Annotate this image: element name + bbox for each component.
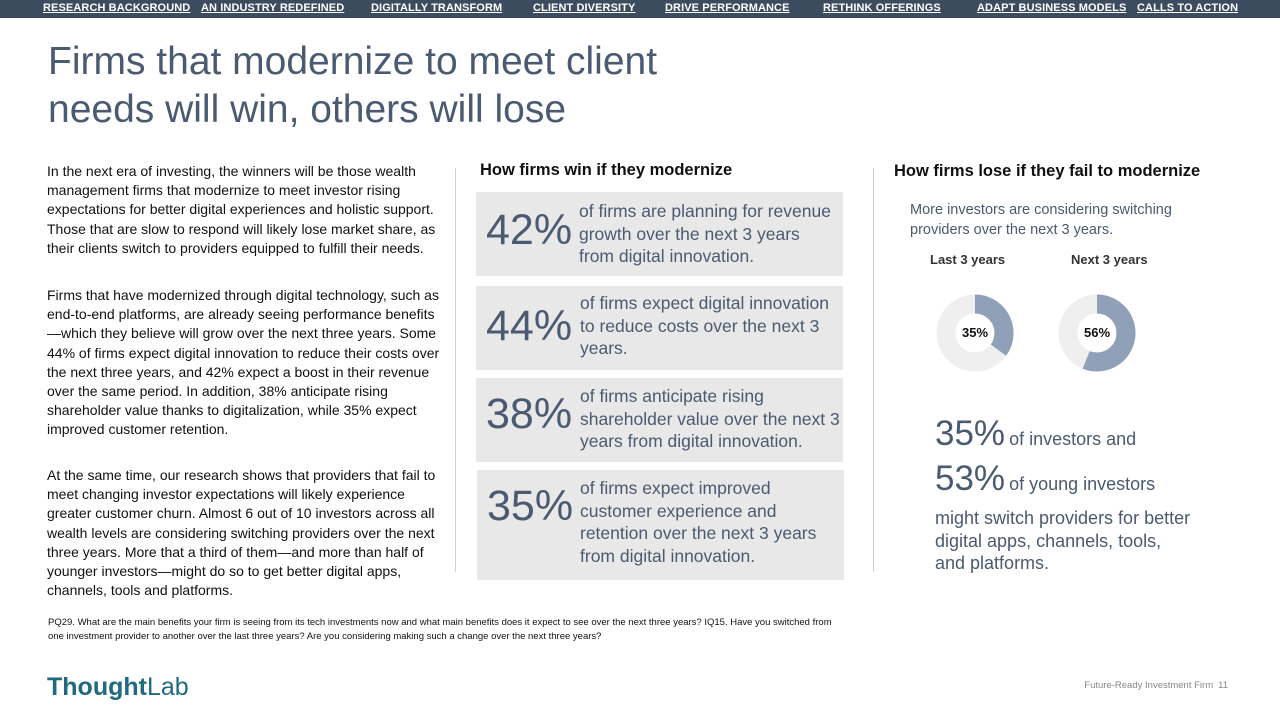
column-divider-left: [455, 168, 456, 572]
lose-heading: How firms lose if they fail to modernize: [894, 162, 1201, 180]
young-investors-stat-text: of young investors: [1009, 474, 1156, 494]
donut-chart: [1058, 294, 1136, 372]
page-footer: Future-Ready Investment Firm 11: [1084, 680, 1228, 691]
stat-value: 44%: [486, 302, 573, 350]
donut-arc-56: [1058, 294, 1136, 372]
body-paragraph-2: Firms that have modernized through digit…: [47, 287, 440, 438]
switch-reason-text: might switch providers for better digita…: [935, 508, 1191, 574]
logo-part-lab: Lab: [146, 673, 189, 701]
nav-adapt-business-models[interactable]: ADAPT BUSINESS MODELS: [977, 2, 1127, 14]
stat-box-shareholder: 38% of firms anticipate rising sharehold…: [476, 378, 843, 462]
top-navigation: RESEARCH BACKGROUND AN INDUSTRY REDEFINE…: [0, 0, 1280, 18]
investors-stat: 35% of investors and: [935, 414, 1136, 454]
donut-chart: [936, 294, 1014, 372]
nav-digitally-transform[interactable]: DIGITALLY TRANSFORM: [371, 2, 503, 14]
footnote: PQ29. What are the main benefits your fi…: [48, 617, 832, 642]
nav-client-diversity[interactable]: CLIENT DIVERSITY: [533, 2, 636, 14]
stat-box-costs: 44% of firms expect digital innovation t…: [476, 286, 843, 370]
donut-label-next-3-years: Next 3 years: [1071, 252, 1148, 267]
body-paragraph-1: In the next era of investing, the winner…: [47, 163, 436, 256]
investors-stat-text: of investors and: [1009, 429, 1137, 449]
stat-description: of firms expect digital innovation to re…: [580, 293, 830, 359]
footer-label: Future-Ready Investment Firm: [1084, 680, 1214, 691]
thoughtlab-logo: ThoughtLab: [47, 673, 189, 702]
page-number: 11: [1218, 680, 1228, 691]
donut-next-3-years: 56%: [1058, 294, 1136, 372]
stat-value: 42%: [486, 206, 573, 254]
body-paragraph-3: At the same time, our research shows tha…: [47, 467, 436, 599]
nav-research-background[interactable]: RESEARCH BACKGROUND: [43, 2, 191, 14]
win-heading: How firms win if they modernize: [480, 161, 733, 179]
page-title: Firms that modernize to meet client need…: [48, 40, 658, 131]
stat-value: 35%: [487, 482, 574, 530]
lose-subtext: More investors are considering switching…: [910, 202, 1172, 238]
donut-arc-35: [936, 294, 1014, 372]
stat-description: of firms anticipate rising shareholder v…: [580, 386, 840, 452]
young-investors-stat: 53% of young investors: [935, 459, 1155, 499]
donut-last-3-years: 35%: [936, 294, 1014, 372]
stat-description: of firms expect improved customer experi…: [580, 478, 817, 566]
nav-an-industry-redefined[interactable]: AN INDUSTRY REDEFINED: [201, 2, 345, 14]
logo-part-thought: Thought: [47, 673, 147, 701]
stat-box-retention: 35% of firms expect improved customer ex…: [477, 470, 844, 580]
investors-stat-value: 35%: [935, 414, 1006, 453]
column-divider-right: [873, 168, 874, 572]
nav-calls-to-action[interactable]: CALLS TO ACTION: [1137, 2, 1239, 14]
stat-box-revenue: 42% of firms are planning for revenue gr…: [476, 192, 843, 276]
stat-description: of firms are planning for revenue growth…: [579, 201, 831, 267]
stat-value: 38%: [486, 390, 573, 438]
donut-value: 56%: [1083, 325, 1111, 340]
nav-drive-performance[interactable]: DRIVE PERFORMANCE: [665, 2, 790, 14]
donut-value: 35%: [961, 325, 989, 340]
young-investors-stat-value: 53%: [935, 459, 1006, 498]
donut-label-last-3-years: Last 3 years: [930, 252, 1006, 267]
nav-rethink-offerings[interactable]: RETHINK OFFERINGS: [823, 2, 941, 14]
